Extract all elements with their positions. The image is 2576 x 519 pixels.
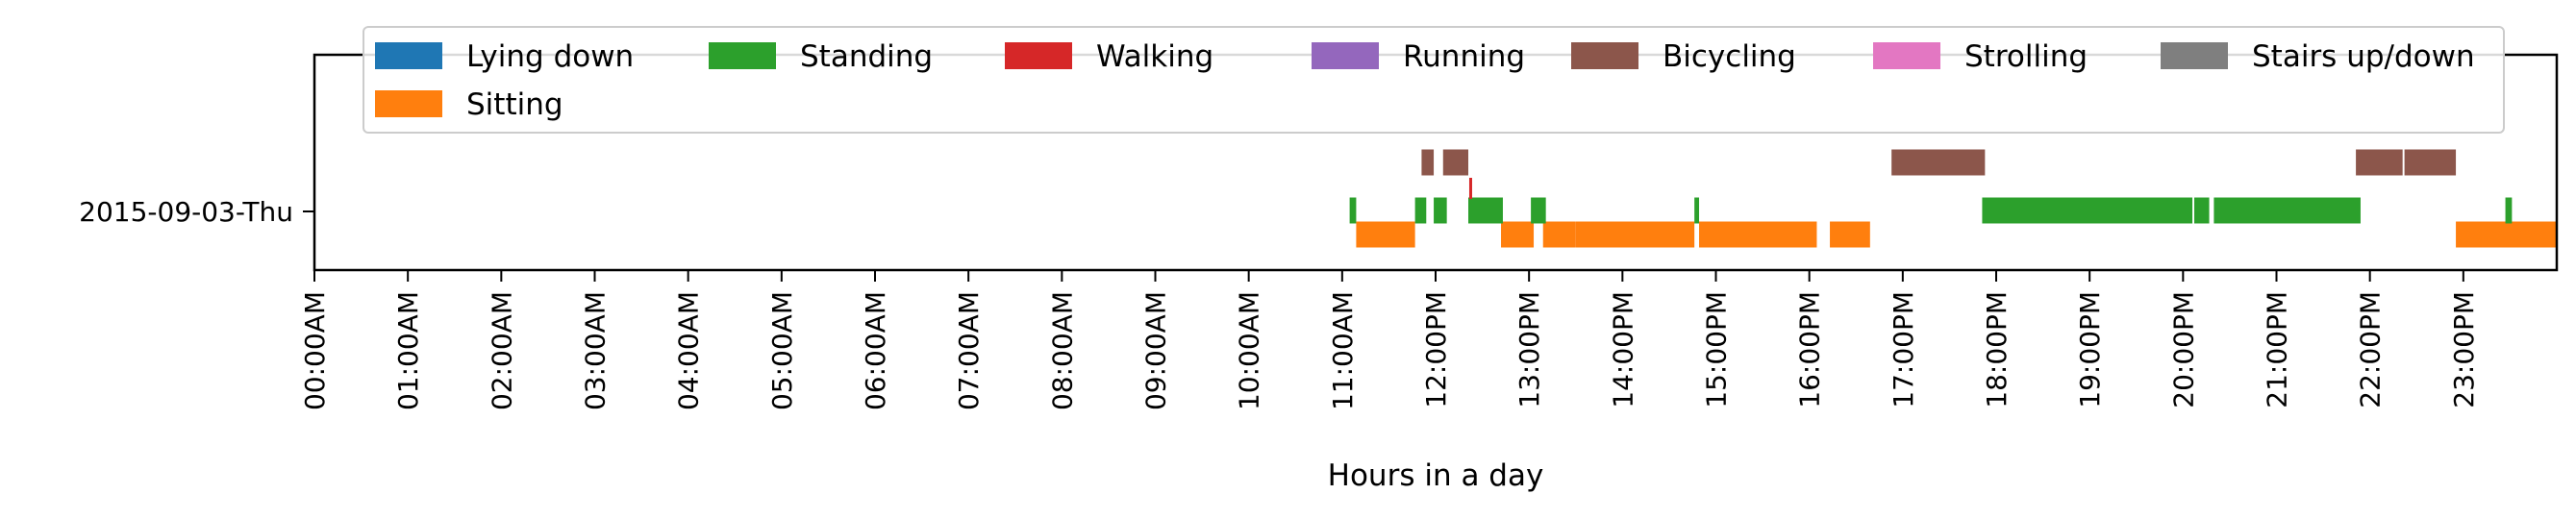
bar-sitting xyxy=(1699,221,1817,248)
x-tick-label: 15:00PM xyxy=(1701,291,1733,408)
x-tick-label: 02:00AM xyxy=(486,291,517,410)
x-tick-label: 23:00PM xyxy=(2448,291,2480,408)
x-tick-label: 14:00PM xyxy=(1607,291,1638,408)
legend-label-sitting: Sitting xyxy=(466,87,563,122)
bar-bicycling xyxy=(2356,149,2403,176)
bar-sitting xyxy=(2456,221,2557,248)
x-tick-label: 00:00AM xyxy=(299,291,331,410)
legend-label-bicycling: Bicycling xyxy=(1663,39,1796,74)
legend-label-walking: Walking xyxy=(1096,39,1213,74)
y-axis-ticks: 2015-09-03-Thu xyxy=(79,196,314,228)
x-tick-label: 11:00AM xyxy=(1327,291,1359,410)
legend-frame xyxy=(363,26,2505,134)
legend-label-standing: Standing xyxy=(800,39,933,74)
bar-sitting xyxy=(1501,221,1535,248)
x-axis-label: Hours in a day xyxy=(1328,458,1544,493)
x-tick-label: 08:00AM xyxy=(1046,291,1078,410)
bar-standing xyxy=(1531,197,1546,224)
bar-standing xyxy=(2213,197,2361,224)
bar-bicycling xyxy=(1891,149,1986,176)
x-tick-label: 10:00AM xyxy=(1234,291,1265,410)
x-tick-label: 01:00AM xyxy=(392,291,424,410)
x-tick-label: 12:00PM xyxy=(1420,291,1452,408)
bar-sitting xyxy=(1830,221,1870,248)
bar-standing xyxy=(1414,197,1427,224)
x-tick-label: 07:00AM xyxy=(953,291,985,410)
x-tick-label: 06:00AM xyxy=(860,291,891,410)
legend-swatch-running xyxy=(1312,42,1379,69)
bar-standing xyxy=(2505,197,2513,224)
activity-bars xyxy=(1349,149,2557,248)
bar-sitting xyxy=(1575,221,1695,248)
legend-label-strolling: Strolling xyxy=(1964,39,2088,74)
legend-label-running: Running xyxy=(1403,39,1525,74)
x-tick-label: 22:00PM xyxy=(2355,291,2387,408)
x-tick-label: 21:00PM xyxy=(2262,291,2293,408)
x-tick-label: 13:00PM xyxy=(1513,291,1545,408)
legend-label-stairs-up-down: Stairs up/down xyxy=(2252,39,2475,74)
legend-swatch-walking xyxy=(1005,42,1072,69)
x-axis-ticks: 00:00AM 01:00AM 02:00AM 03:00AM 04:00AM 05:00… xyxy=(299,270,2480,410)
legend-swatch-lying-down xyxy=(375,42,442,69)
bar-standing xyxy=(1982,197,2193,224)
bar-bicycling xyxy=(1421,149,1435,176)
bar-walking xyxy=(1468,178,1472,199)
x-tick-label: 19:00PM xyxy=(2074,291,2106,408)
bar-standing xyxy=(2193,197,2210,224)
x-tick-label: 17:00PM xyxy=(1888,291,1919,408)
x-tick-label: 09:00AM xyxy=(1140,291,1172,410)
x-tick-label: 04:00AM xyxy=(673,291,705,410)
legend-swatch-stairs-up-down xyxy=(2161,42,2228,69)
bar-bicycling xyxy=(1442,149,1468,176)
bar-sitting xyxy=(1356,221,1415,248)
bar-standing xyxy=(1349,197,1357,224)
x-tick-label: 18:00PM xyxy=(1981,291,2013,408)
legend: Lying down Standing Walking Running Bicyclin… xyxy=(363,26,2505,134)
bar-sitting xyxy=(1542,221,1576,248)
x-tick-label: 20:00PM xyxy=(2167,291,2199,408)
bar-standing xyxy=(1694,197,1700,224)
legend-swatch-standing xyxy=(709,42,776,69)
legend-swatch-sitting xyxy=(375,90,442,117)
bar-standing xyxy=(1434,197,1447,224)
bar-bicycling xyxy=(2404,149,2457,176)
legend-swatch-bicycling xyxy=(1571,42,1638,69)
legend-swatch-strolling xyxy=(1873,42,1940,69)
x-tick-label: 03:00AM xyxy=(580,291,612,410)
x-tick-label: 05:00AM xyxy=(766,291,798,410)
bar-standing xyxy=(1468,197,1503,224)
y-tick-label: 2015-09-03-Thu xyxy=(79,196,293,228)
x-tick-label: 16:00PM xyxy=(1794,291,1826,408)
legend-label-lying-down: Lying down xyxy=(466,39,634,74)
